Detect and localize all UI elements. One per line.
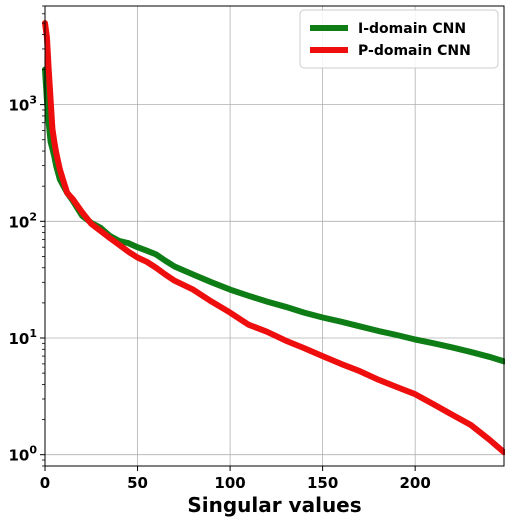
legend-label: I-domain CNN	[358, 21, 466, 37]
legend-label: P-domain CNN	[358, 43, 471, 59]
x-tick-label: 100	[214, 474, 245, 492]
x-tick-label: 50	[127, 474, 148, 492]
x-tick-label: 150	[307, 474, 338, 492]
grid	[44, 6, 504, 466]
y-tick-label: 102	[8, 210, 37, 231]
y-tick-label: 103	[8, 94, 37, 115]
y-axis-ticks: 100 101 102 103	[8, 5, 45, 467]
x-axis-label: Singular values	[187, 493, 361, 517]
series-line-p-domain	[42, 20, 505, 456]
series-lines	[42, 20, 505, 456]
x-tick-label: 200	[400, 474, 431, 492]
x-axis-ticks: 0 50 100 150 200	[40, 466, 431, 492]
legend-box	[299, 9, 499, 69]
y-tick-label: 100	[8, 444, 37, 465]
x-tick-label: 0	[40, 474, 50, 492]
y-tick-label: 101	[8, 327, 37, 348]
legend: I-domain CNN P-domain CNN	[299, 9, 499, 69]
plot-frame	[44, 5, 505, 467]
series-line-i-domain	[42, 66, 505, 365]
